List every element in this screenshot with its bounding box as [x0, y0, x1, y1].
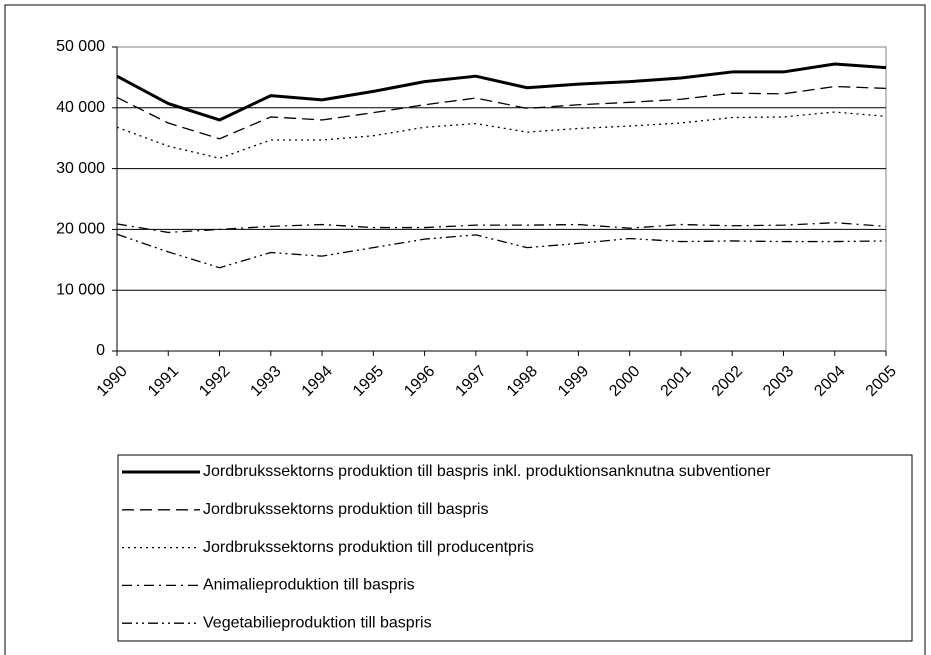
y-tick-label: 0: [96, 342, 105, 359]
legend-label: Jordbrukssektorns produktion till produc…: [203, 539, 534, 556]
series-line: [116, 85, 887, 140]
series-line: [116, 62, 887, 122]
plot-area: [116, 46, 887, 352]
legend-box: [117, 454, 913, 642]
y-tick-label: 50 000: [56, 38, 105, 55]
y-tick-label: 30 000: [56, 160, 105, 177]
legend-label: Vegetabilieproduktion till baspris: [203, 614, 432, 631]
y-tick-label: 20 000: [56, 221, 105, 238]
series-line: [116, 233, 887, 269]
y-tick-label: 40 000: [56, 99, 105, 116]
legend-label: Animalieproduktion till baspris: [203, 577, 415, 594]
legend-label: Jordbrukssektorns produktion till baspri…: [203, 463, 771, 480]
legend-label: Jordbrukssektorns produktion till baspri…: [203, 501, 488, 518]
series-line: [116, 222, 887, 234]
y-tick-label: 10 000: [56, 281, 105, 298]
